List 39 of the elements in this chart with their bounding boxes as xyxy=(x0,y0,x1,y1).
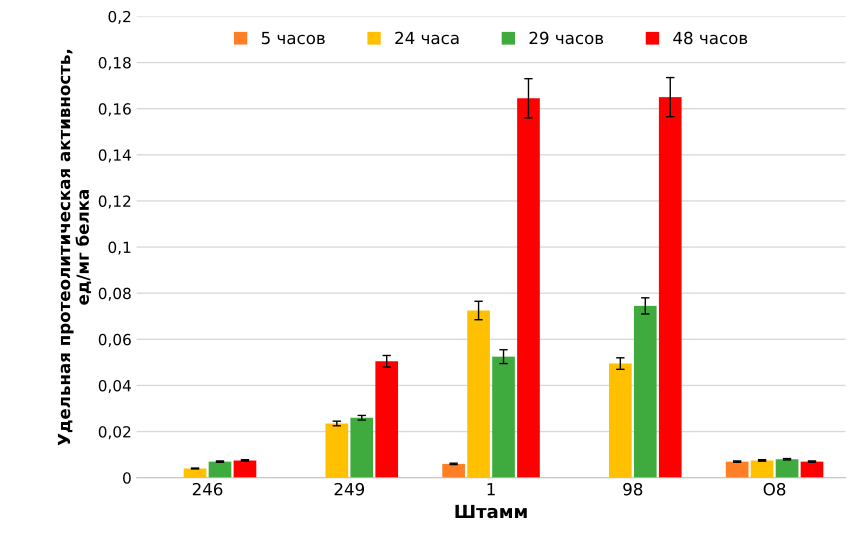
y-tick-label: 0,14 xyxy=(98,149,131,162)
bar xyxy=(634,306,657,478)
legend-label: 48 часов xyxy=(673,32,748,44)
bar xyxy=(750,460,774,478)
bar xyxy=(658,97,682,478)
x-axis-title: Штамм xyxy=(455,504,527,518)
bar xyxy=(234,460,256,478)
x-tick-label: 1 xyxy=(488,483,495,496)
bar xyxy=(350,418,374,478)
y-tick-label: 0,12 xyxy=(98,195,130,209)
x-tick-label: 246 xyxy=(192,482,222,496)
legend-label: 5 часов xyxy=(262,32,325,44)
y-tick-label: 0,2 xyxy=(108,10,130,24)
y-tick-label: 0,1 xyxy=(108,242,130,255)
bar xyxy=(609,364,632,478)
x-tick-label: 249 xyxy=(334,482,364,496)
bar xyxy=(492,356,515,478)
y-tick-label: 0,16 xyxy=(98,103,131,116)
bar xyxy=(208,462,232,478)
bar xyxy=(467,310,490,478)
legend-label: 29 часов xyxy=(530,32,604,44)
x-tick-label: O8 xyxy=(764,482,786,496)
y-axis-title: Удельная протеолитическая активность, ед/мг белка xyxy=(58,50,92,446)
bar xyxy=(776,459,798,478)
bar xyxy=(184,468,206,478)
bar xyxy=(442,464,465,478)
y-tick-label: 0 xyxy=(123,472,131,484)
y-tick-label: 0,18 xyxy=(98,56,131,70)
y-tick-label: 0,04 xyxy=(98,380,131,394)
bar xyxy=(375,361,398,478)
y-tick-label: 0,08 xyxy=(98,288,131,301)
x-tick-label: 98 xyxy=(623,482,642,496)
y-tick-label: 0,02 xyxy=(98,426,130,440)
legend-label: 24 часа xyxy=(395,32,458,44)
bar xyxy=(800,462,824,478)
bar xyxy=(325,424,348,478)
bar xyxy=(517,98,540,478)
bar xyxy=(726,462,748,478)
y-tick-label: 0,06 xyxy=(98,334,131,347)
